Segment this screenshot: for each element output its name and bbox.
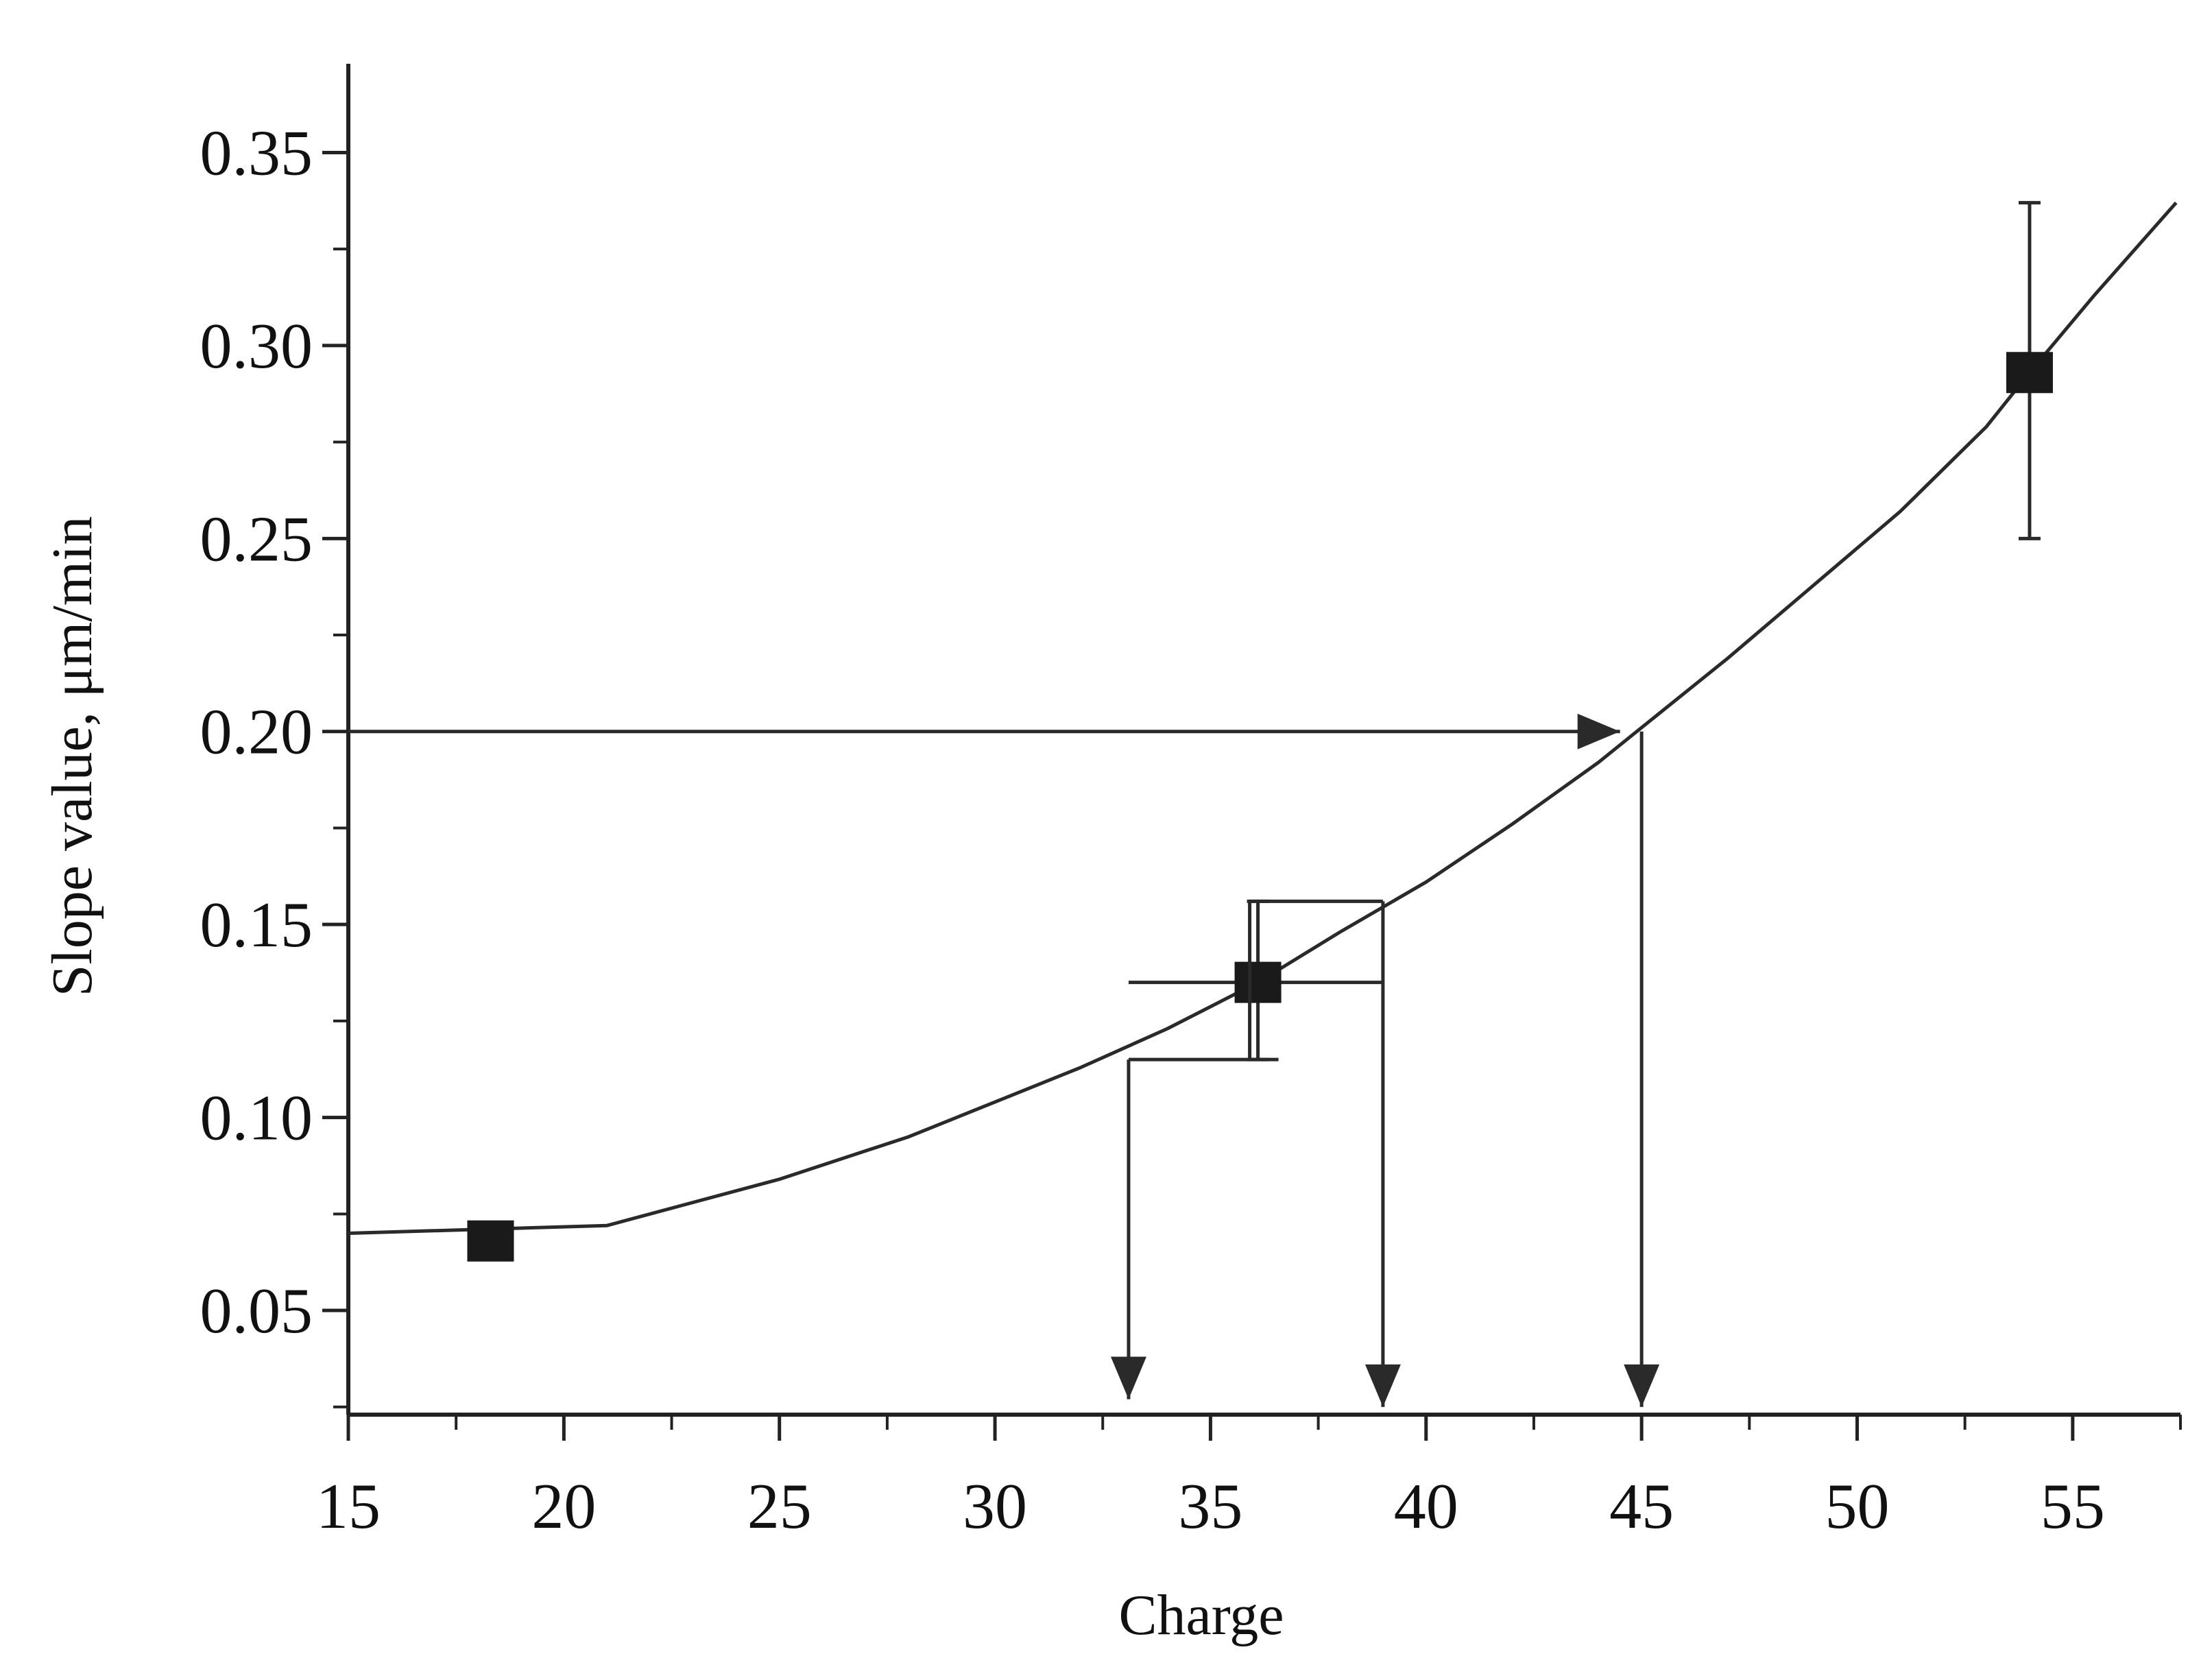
data-point [467,1220,514,1262]
y-tick-label: 0.20 [200,697,313,768]
x-tick-label: 35 [1178,1471,1242,1542]
data-point-group [1128,899,1383,1062]
x-tick-label: 30 [963,1471,1027,1542]
arrow-head [1624,1364,1660,1407]
x-tick-label: 50 [1825,1471,1889,1542]
arrow-head [1577,713,1620,749]
data-point-group [467,1220,514,1262]
x-tick-label: 55 [2041,1471,2105,1542]
y-tick-label: 0.25 [200,503,313,575]
y-tick-label: 0.05 [200,1275,313,1347]
annotations [348,713,1660,1407]
y-tick-label: 0.15 [200,889,313,961]
data-point-group [2006,201,2053,540]
annotation-arrow [348,713,1620,749]
arrow-head [1110,1356,1146,1400]
annotation-arrow [1365,901,1401,1407]
data-point [1234,961,1282,1003]
x-tick-label: 20 [531,1471,596,1542]
y-axis-label: Slope value, μm/min [40,516,104,997]
data-point [2006,352,2053,394]
x-tick-label: 40 [1394,1471,1458,1542]
arrow-head [1365,1364,1401,1407]
y-tick-label: 0.35 [200,117,313,189]
fit-curve [348,201,2178,1235]
x-tick-label: 25 [747,1471,812,1542]
annotation-arrow [1110,1059,1146,1400]
axes: 15 20 25 30 35 40 45 50 55 0.05 0.10 0.15 0.20 0.25 0.… [200,64,2182,1542]
fit-curve-group [348,201,2178,1235]
data-points [467,201,2053,1262]
y-tick-label: 0.30 [200,311,313,382]
annotation-arrow [1624,731,1660,1407]
x-tick-label: 45 [1609,1471,1674,1542]
y-tick-label: 0.10 [200,1083,313,1154]
x-axis-label: Charge [1118,1583,1284,1647]
x-tick-label: 15 [316,1471,381,1542]
